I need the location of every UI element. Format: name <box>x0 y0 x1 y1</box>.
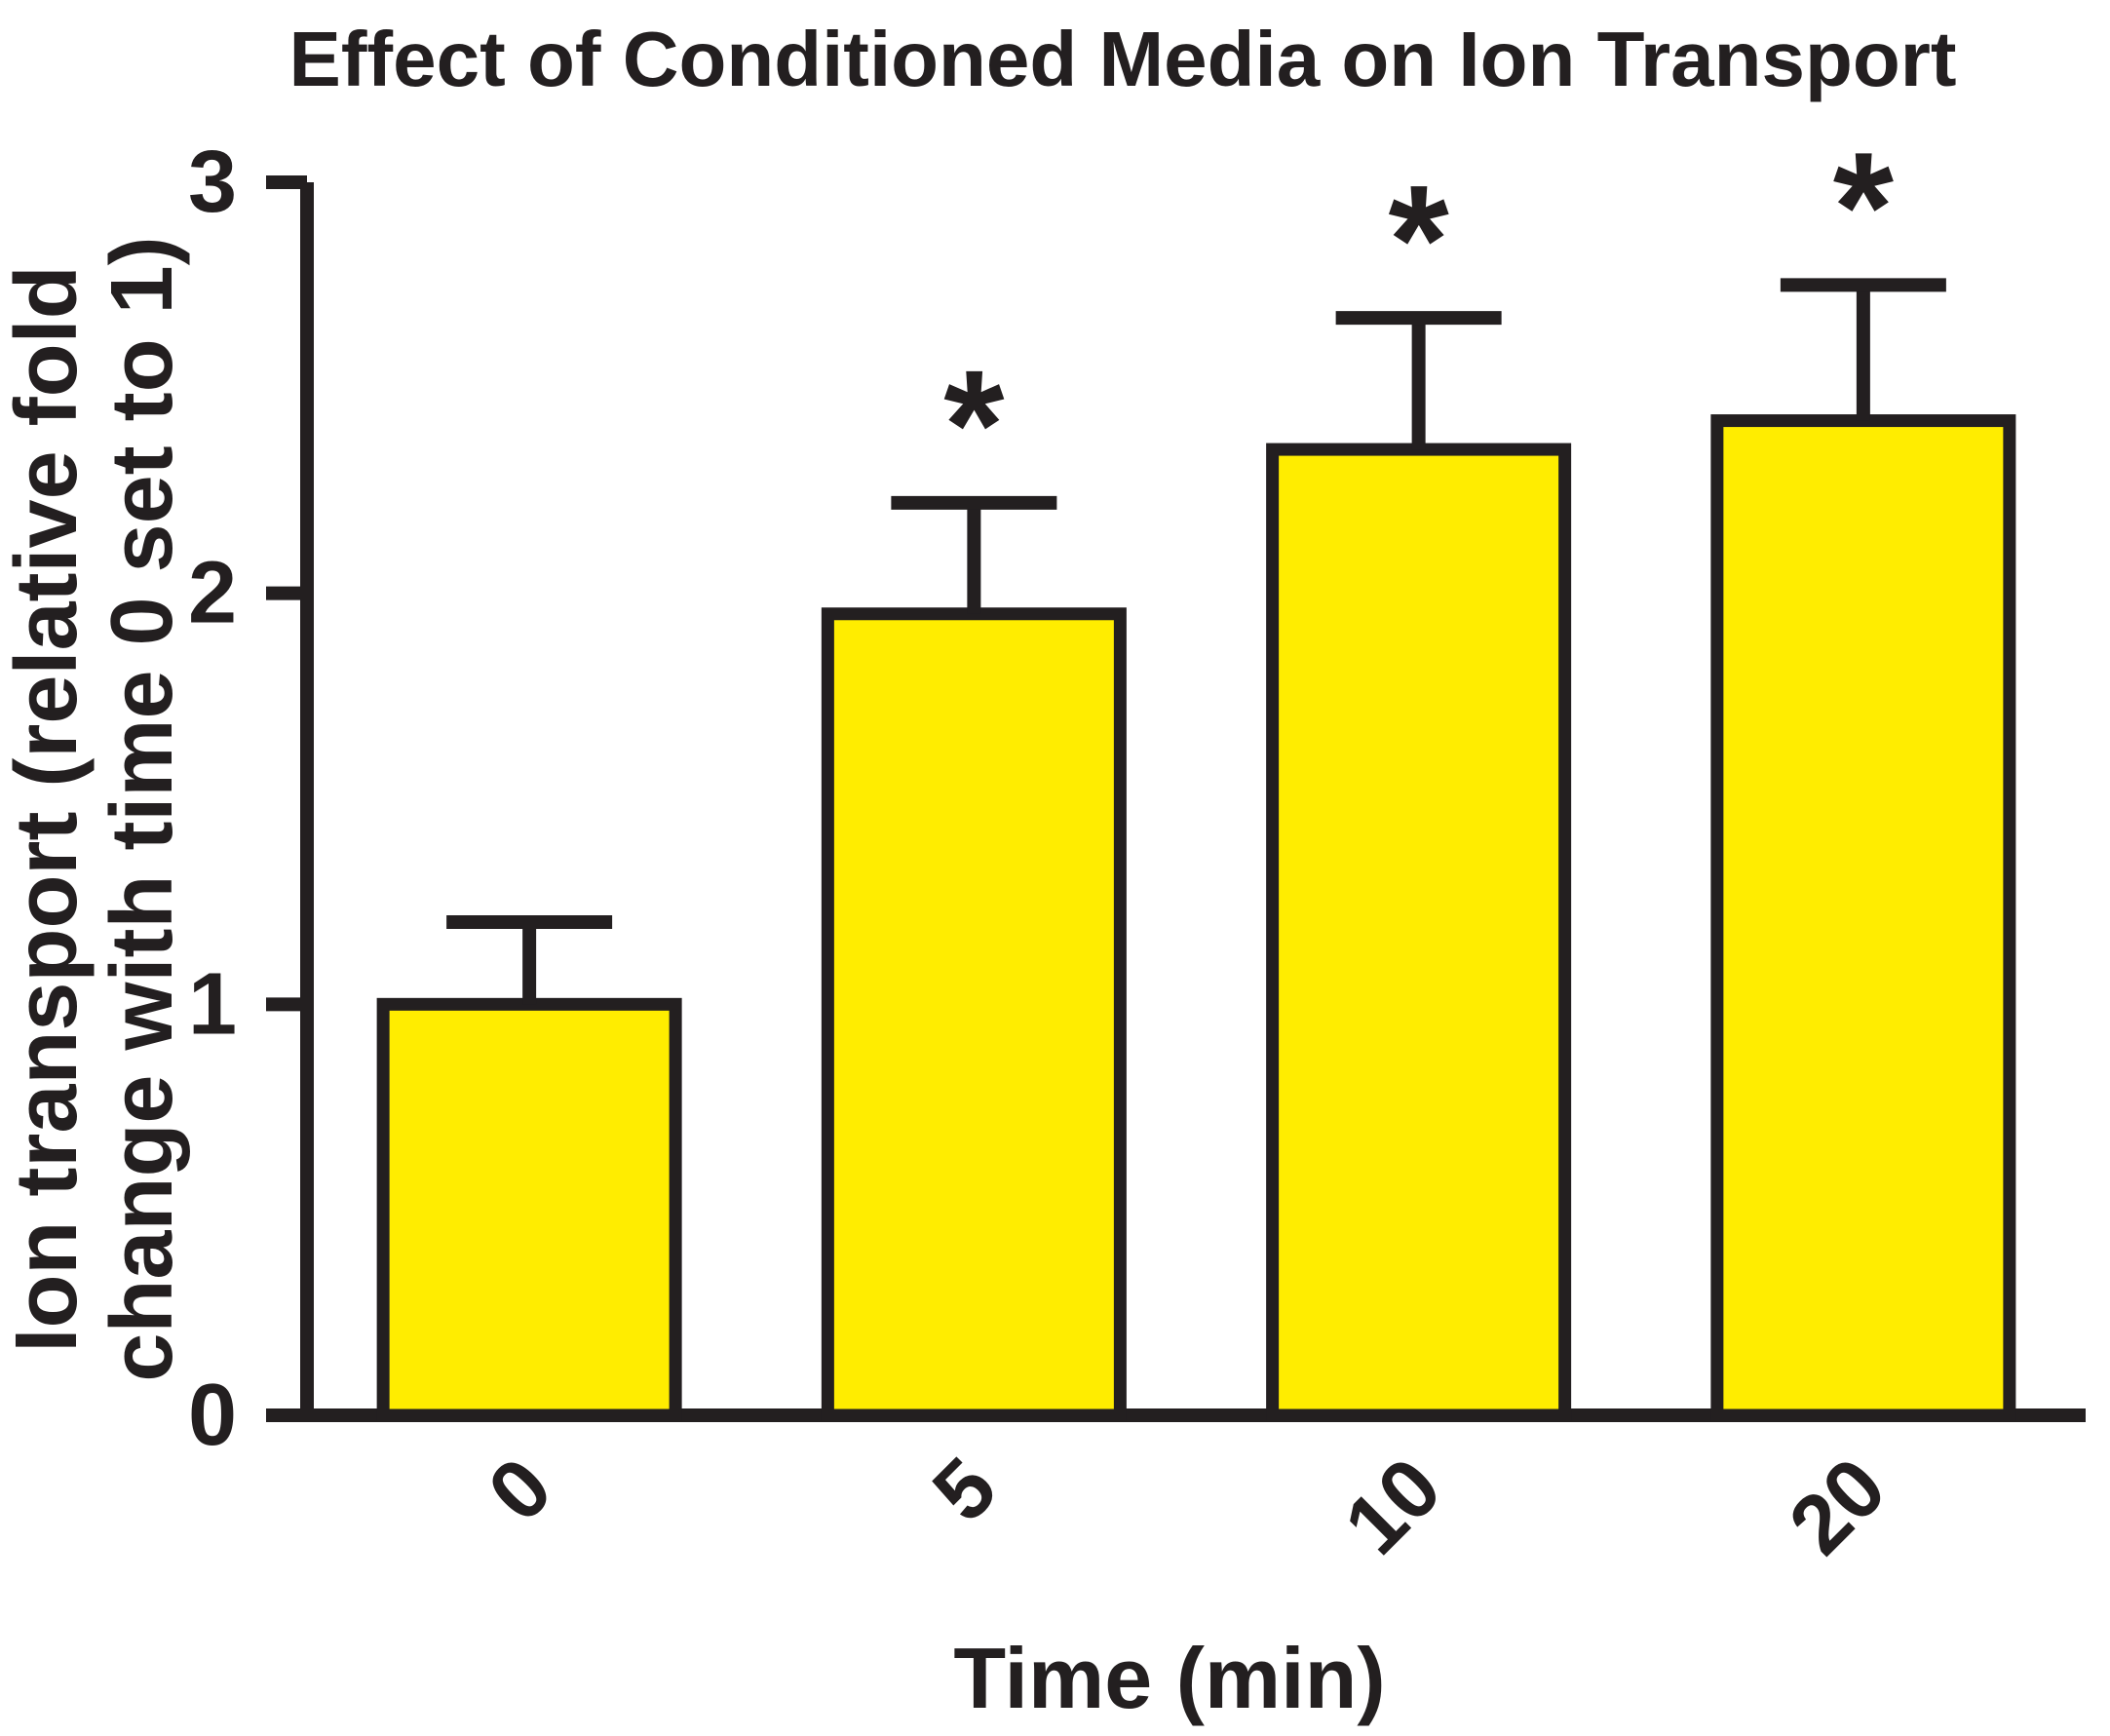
x-axis-label: Time (min) <box>953 1630 1385 1726</box>
plot-area: 0 1 2 3 0 * 5 * 10 * 20 <box>188 119 2086 1572</box>
significance-asterisk: * <box>943 337 1005 512</box>
y-axis-label-line1: Ion transport (relative fold <box>0 265 96 1352</box>
significance-asterisk: * <box>1388 152 1449 327</box>
bar <box>376 997 682 1422</box>
y-tick-label: 3 <box>188 134 237 231</box>
bar <box>1710 414 2016 1422</box>
significance-asterisk: * <box>1833 119 1895 293</box>
x-tick-label: 0 <box>471 1441 570 1540</box>
x-tick-label: 10 <box>1327 1441 1460 1573</box>
chart-title: Effect of Conditioned Media on Ion Trans… <box>288 16 1956 102</box>
y-tick-label: 0 <box>188 1367 237 1464</box>
x-tick-label: 5 <box>915 1441 1015 1540</box>
bar <box>1266 443 1572 1422</box>
bar <box>821 607 1127 1422</box>
y-axis-label-line2: change with time 0 set to 1) <box>94 236 191 1381</box>
x-tick-label: 20 <box>1772 1441 1904 1573</box>
y-tick-label: 2 <box>188 545 237 642</box>
y-tick-label: 1 <box>188 955 237 1053</box>
